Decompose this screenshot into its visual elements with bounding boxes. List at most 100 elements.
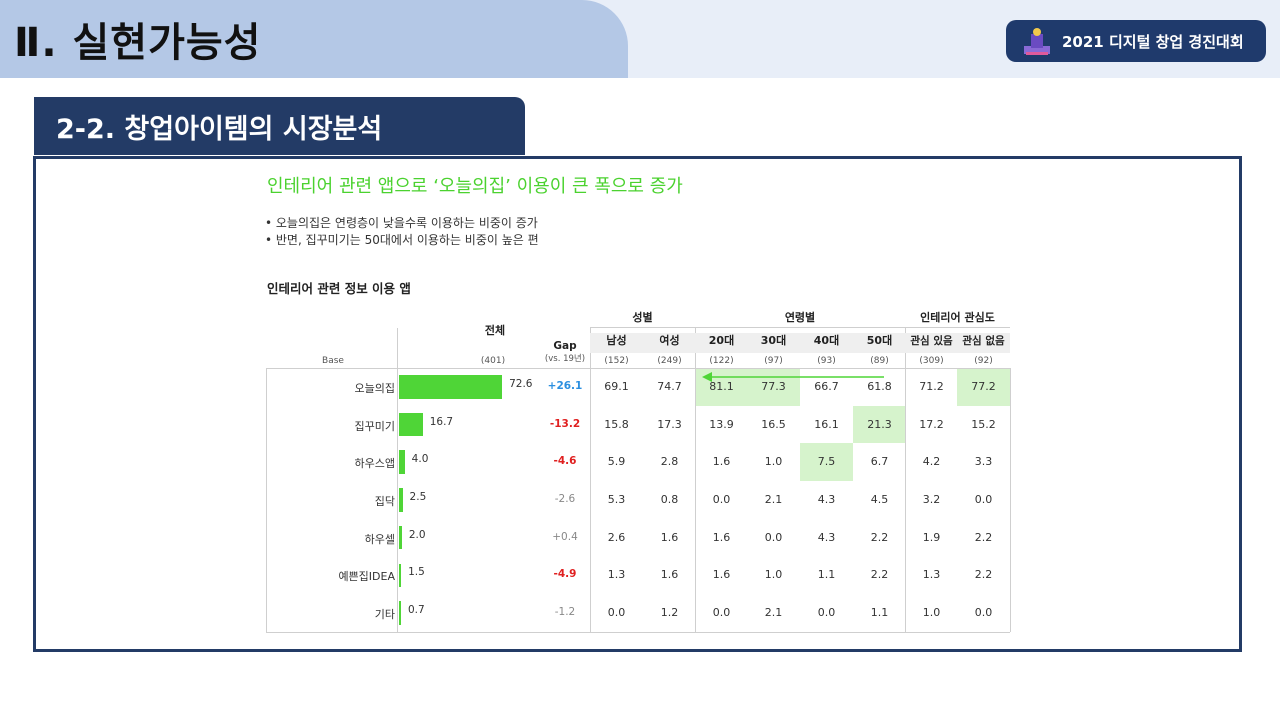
table-cell: 1.9 xyxy=(922,530,941,544)
table-title: 인테리어 관련 정보 이용 앱 xyxy=(267,281,411,296)
table-cell: 2.6 xyxy=(607,530,626,544)
content-frame xyxy=(33,156,1242,652)
table-cell: 4.3 xyxy=(817,492,836,506)
table-cell: 3.3 xyxy=(974,455,993,469)
table-cell: 4.5 xyxy=(870,492,889,506)
bullet-item: • 반면, 집꾸미기는 50대에서 이용하는 비중이 높은 편 xyxy=(265,233,539,247)
table-cell: 1.3 xyxy=(922,568,941,582)
table-cell: 4.3 xyxy=(817,530,836,544)
table-cell: 1.0 xyxy=(764,455,783,469)
table-cell: 1.3 xyxy=(607,568,626,582)
gap-value: +0.4 xyxy=(552,530,578,543)
gap-value: -4.9 xyxy=(553,568,577,581)
cell-highlight xyxy=(747,368,800,406)
table-right-border xyxy=(1010,368,1011,632)
table-cell: 1.2 xyxy=(660,606,679,620)
table-cell: 1.6 xyxy=(660,530,679,544)
table-cell: 6.7 xyxy=(870,455,889,469)
base-total: (401) xyxy=(480,356,506,366)
cell-highlight xyxy=(695,368,748,406)
table-cell: 77.3 xyxy=(761,379,786,393)
event-badge: 2021 디지털 창업 경진대회 xyxy=(1006,20,1266,62)
base-label: Base xyxy=(322,356,344,366)
bar-total xyxy=(399,525,402,550)
table-cell: 2.8 xyxy=(660,455,679,469)
table-cell: 0.0 xyxy=(817,606,836,620)
column-header-0: 남성 xyxy=(590,333,643,353)
table-cell: 77.2 xyxy=(971,379,996,393)
row-label: 하우스앱 xyxy=(354,457,395,471)
cell-highlight xyxy=(957,368,1010,406)
table-cell: 0.0 xyxy=(712,492,731,506)
section-tab: 2-2. 창업아이템의 시장분석 xyxy=(34,97,525,155)
bar-total xyxy=(399,375,503,399)
table-cell: 7.5 xyxy=(817,455,836,469)
table-cell: 16.5 xyxy=(761,417,786,431)
page-title: Ⅱ. 실현가능성 xyxy=(14,20,262,66)
row-label: 예쁜집IDEA xyxy=(338,570,395,584)
column-base-2: (122) xyxy=(709,356,734,366)
header-interest: 인테리어 관심도 xyxy=(920,311,995,324)
bar-total xyxy=(399,601,401,625)
table-cell: 66.7 xyxy=(814,379,839,393)
table-cell: 1.6 xyxy=(660,568,679,582)
column-header-7: 관심 없음 xyxy=(957,333,1010,353)
trophy-icon xyxy=(1024,28,1050,55)
table-cell: 1.0 xyxy=(764,568,783,582)
table-cell: 2.2 xyxy=(870,530,889,544)
table-cell: 4.2 xyxy=(922,455,941,469)
title-bar: Ⅱ. 실현가능성 xyxy=(0,0,628,78)
table-cell: 1.1 xyxy=(870,606,889,620)
row-label: 기타 xyxy=(374,608,395,622)
table-cell: 2.2 xyxy=(870,568,889,582)
column-base-0: (152) xyxy=(604,356,629,366)
table-cell: 17.3 xyxy=(657,417,682,431)
table-cell: 61.8 xyxy=(867,379,892,393)
table-cell: 81.1 xyxy=(709,379,734,393)
table-cell: 13.9 xyxy=(709,417,734,431)
header-gender: 성별 xyxy=(632,311,653,324)
cell-highlight xyxy=(800,443,853,482)
table-cell: 15.2 xyxy=(971,417,996,431)
table-cell: 1.0 xyxy=(922,606,941,620)
bar-total xyxy=(399,488,403,512)
bar-total xyxy=(399,563,402,588)
bullet-item: • 오늘의집은 연령층이 낮을수록 이용하는 비중이 증가 xyxy=(265,216,538,230)
table-cell: 0.0 xyxy=(607,606,626,620)
table-cell: 15.8 xyxy=(604,417,629,431)
column-header-2: 20대 xyxy=(695,333,748,353)
gap-value: -13.2 xyxy=(549,417,581,430)
column-base-4: (93) xyxy=(817,356,836,366)
column-divider xyxy=(590,328,591,632)
header-gap-sub: (vs. 19년) xyxy=(544,354,586,364)
headline: 인테리어 관련 앱으로 ‘오늘의집’ 이용이 큰 폭으로 증가 xyxy=(267,176,683,197)
column-base-3: (97) xyxy=(764,356,783,366)
bar-value: 2.5 xyxy=(409,490,427,503)
section-title: 2-2. 창업아이템의 시장분석 xyxy=(56,114,383,145)
column-header-3: 30대 xyxy=(747,333,800,353)
table-cell: 1.1 xyxy=(817,568,836,582)
cell-highlight xyxy=(853,405,906,444)
table-cell: 3.2 xyxy=(922,492,941,506)
table-cell: 0.0 xyxy=(764,530,783,544)
header-gap: Gap xyxy=(553,340,577,352)
row-label: 집꾸미기 xyxy=(354,419,395,433)
gap-value: -2.6 xyxy=(554,492,576,505)
gap-value: -4.6 xyxy=(553,455,577,468)
table-left-border xyxy=(266,368,267,632)
column-base-6: (309) xyxy=(919,356,944,366)
table-cell: 71.2 xyxy=(919,379,944,393)
column-divider xyxy=(905,328,906,632)
group-underline xyxy=(590,327,1010,328)
column-base-5: (89) xyxy=(870,356,889,366)
table-cell: 1.6 xyxy=(712,530,731,544)
table-cell: 17.2 xyxy=(919,417,944,431)
column-divider xyxy=(695,328,696,632)
table-cell: 0.8 xyxy=(660,492,679,506)
bar-value: 4.0 xyxy=(411,453,429,466)
table-cell: 2.1 xyxy=(764,606,783,620)
event-badge-text: 2021 디지털 창업 경진대회 xyxy=(1062,32,1244,51)
bar-value: 1.5 xyxy=(408,566,425,579)
table-cell: 21.3 xyxy=(867,417,892,431)
trend-arrow xyxy=(702,372,884,382)
